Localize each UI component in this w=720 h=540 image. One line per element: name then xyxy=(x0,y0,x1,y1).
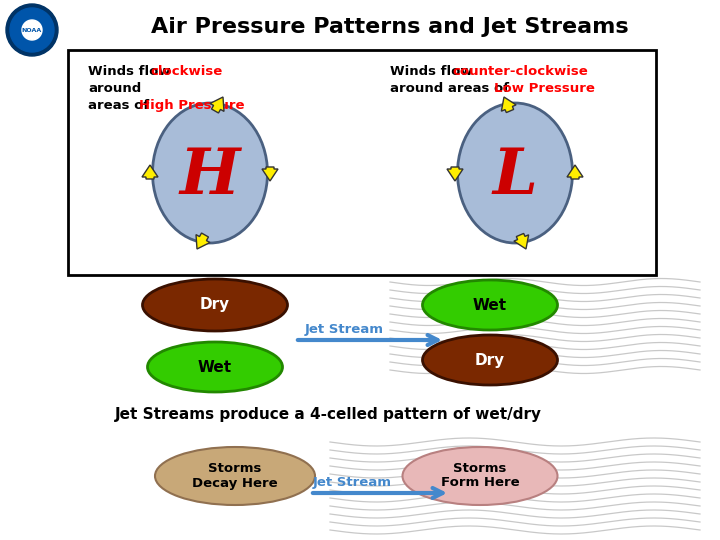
FancyArrow shape xyxy=(142,165,158,179)
Text: Jet Stream: Jet Stream xyxy=(305,323,384,336)
Text: Air Pressure Patterns and Jet Streams: Air Pressure Patterns and Jet Streams xyxy=(151,17,629,37)
Text: NOAA: NOAA xyxy=(22,28,42,32)
FancyArrow shape xyxy=(514,233,528,249)
FancyArrow shape xyxy=(501,97,516,112)
Text: Storms: Storms xyxy=(208,462,261,475)
Text: High Pressure: High Pressure xyxy=(139,99,245,112)
Text: Storms: Storms xyxy=(454,462,507,475)
Text: Jet Stream: Jet Stream xyxy=(313,476,392,489)
Text: around areas of: around areas of xyxy=(390,82,518,95)
Text: Decay Here: Decay Here xyxy=(192,476,278,489)
Text: Wet: Wet xyxy=(473,298,507,313)
FancyArrow shape xyxy=(567,165,583,179)
Circle shape xyxy=(6,4,58,56)
FancyArrow shape xyxy=(262,167,278,181)
Ellipse shape xyxy=(143,279,287,331)
Text: counter-clockwise: counter-clockwise xyxy=(452,65,588,78)
Ellipse shape xyxy=(423,280,557,330)
Text: Low Pressure: Low Pressure xyxy=(494,82,595,95)
Ellipse shape xyxy=(457,103,572,243)
Text: L: L xyxy=(492,146,537,208)
FancyArrow shape xyxy=(447,167,463,181)
FancyArrow shape xyxy=(196,233,210,249)
Text: H: H xyxy=(180,146,240,208)
Ellipse shape xyxy=(148,342,282,392)
Text: areas of: areas of xyxy=(88,99,158,112)
Text: Winds flow: Winds flow xyxy=(390,65,477,78)
Circle shape xyxy=(22,20,42,40)
Ellipse shape xyxy=(153,103,268,243)
Text: clockwise: clockwise xyxy=(150,65,222,78)
Text: Dry: Dry xyxy=(475,353,505,368)
Text: Winds flow: Winds flow xyxy=(88,65,175,78)
FancyArrow shape xyxy=(210,97,224,113)
Text: Form Here: Form Here xyxy=(441,476,519,489)
Text: Dry: Dry xyxy=(200,298,230,313)
Ellipse shape xyxy=(423,335,557,385)
Text: Wet: Wet xyxy=(198,360,232,375)
Text: around: around xyxy=(88,82,141,95)
Bar xyxy=(68,50,656,275)
Ellipse shape xyxy=(155,447,315,505)
Text: Jet Streams produce a 4-celled pattern of wet/dry: Jet Streams produce a 4-celled pattern o… xyxy=(115,407,542,422)
Ellipse shape xyxy=(402,447,557,505)
Circle shape xyxy=(10,8,54,52)
